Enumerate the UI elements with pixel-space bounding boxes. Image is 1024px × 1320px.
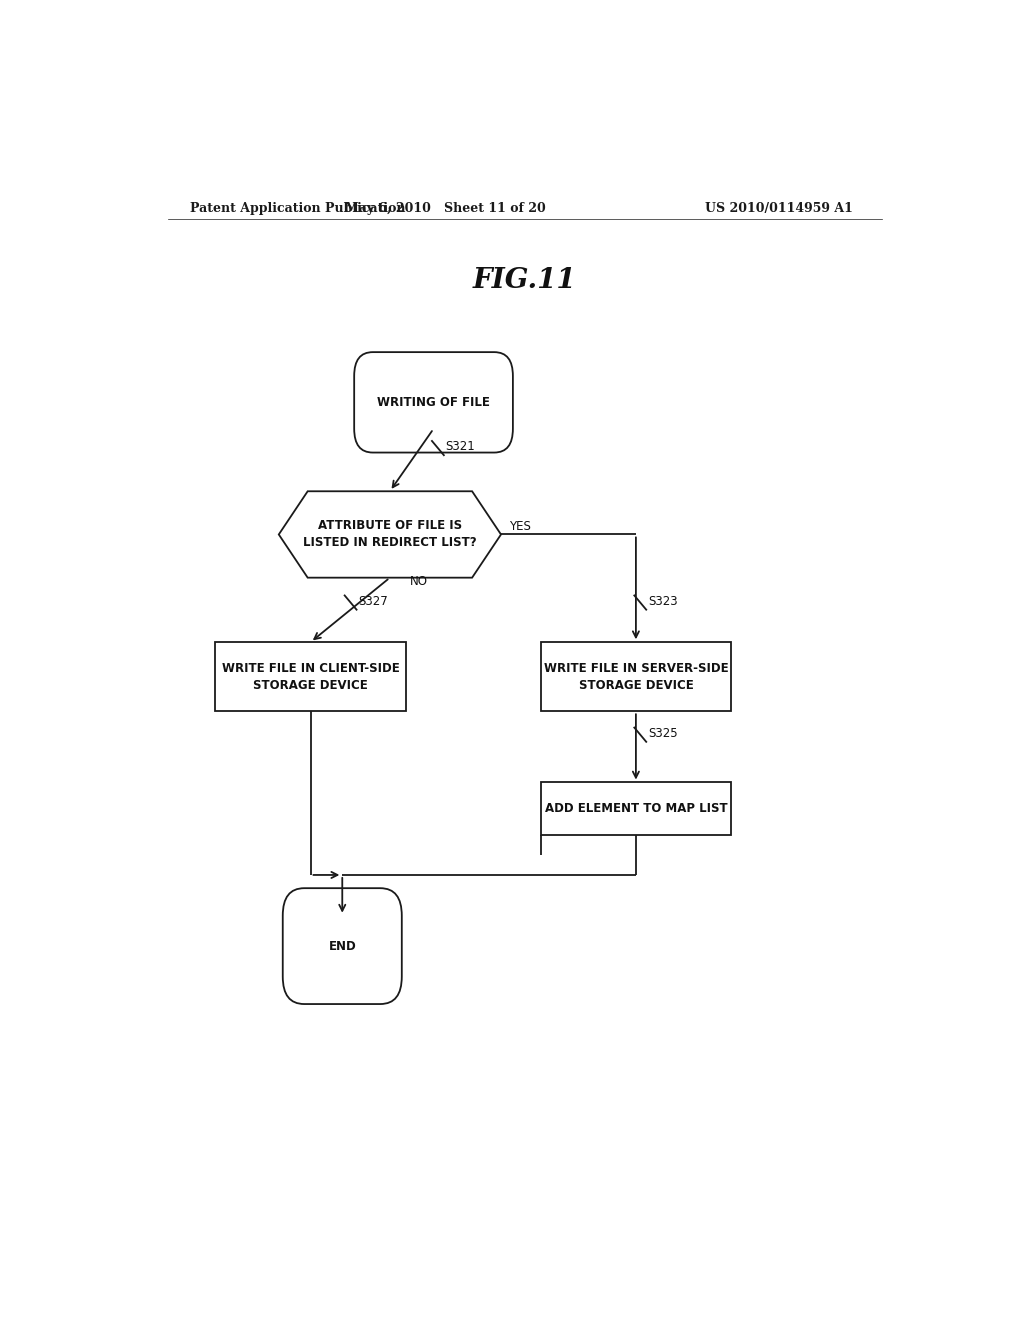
Text: ADD ELEMENT TO MAP LIST: ADD ELEMENT TO MAP LIST — [545, 803, 727, 816]
Text: S327: S327 — [358, 594, 388, 607]
FancyBboxPatch shape — [354, 352, 513, 453]
Text: ATTRIBUTE OF FILE IS
LISTED IN REDIRECT LIST?: ATTRIBUTE OF FILE IS LISTED IN REDIRECT … — [303, 520, 477, 549]
Text: WRITING OF FILE: WRITING OF FILE — [377, 396, 489, 409]
Text: YES: YES — [509, 520, 530, 533]
Text: S321: S321 — [445, 440, 475, 453]
Polygon shape — [279, 491, 501, 578]
Bar — [541, 783, 731, 836]
Text: NO: NO — [410, 576, 428, 589]
Text: US 2010/0114959 A1: US 2010/0114959 A1 — [705, 202, 853, 215]
Bar — [541, 643, 731, 711]
Text: END: END — [329, 940, 356, 953]
Text: May 6, 2010   Sheet 11 of 20: May 6, 2010 Sheet 11 of 20 — [345, 202, 546, 215]
Text: Patent Application Publication: Patent Application Publication — [189, 202, 406, 215]
Bar — [215, 643, 406, 711]
Text: S325: S325 — [648, 727, 678, 739]
Text: WRITE FILE IN SERVER-SIDE
STORAGE DEVICE: WRITE FILE IN SERVER-SIDE STORAGE DEVICE — [544, 661, 728, 692]
Text: FIG.11: FIG.11 — [473, 267, 577, 294]
Text: S323: S323 — [648, 594, 678, 607]
Text: WRITE FILE IN CLIENT-SIDE
STORAGE DEVICE: WRITE FILE IN CLIENT-SIDE STORAGE DEVICE — [221, 661, 399, 692]
FancyBboxPatch shape — [283, 888, 401, 1005]
